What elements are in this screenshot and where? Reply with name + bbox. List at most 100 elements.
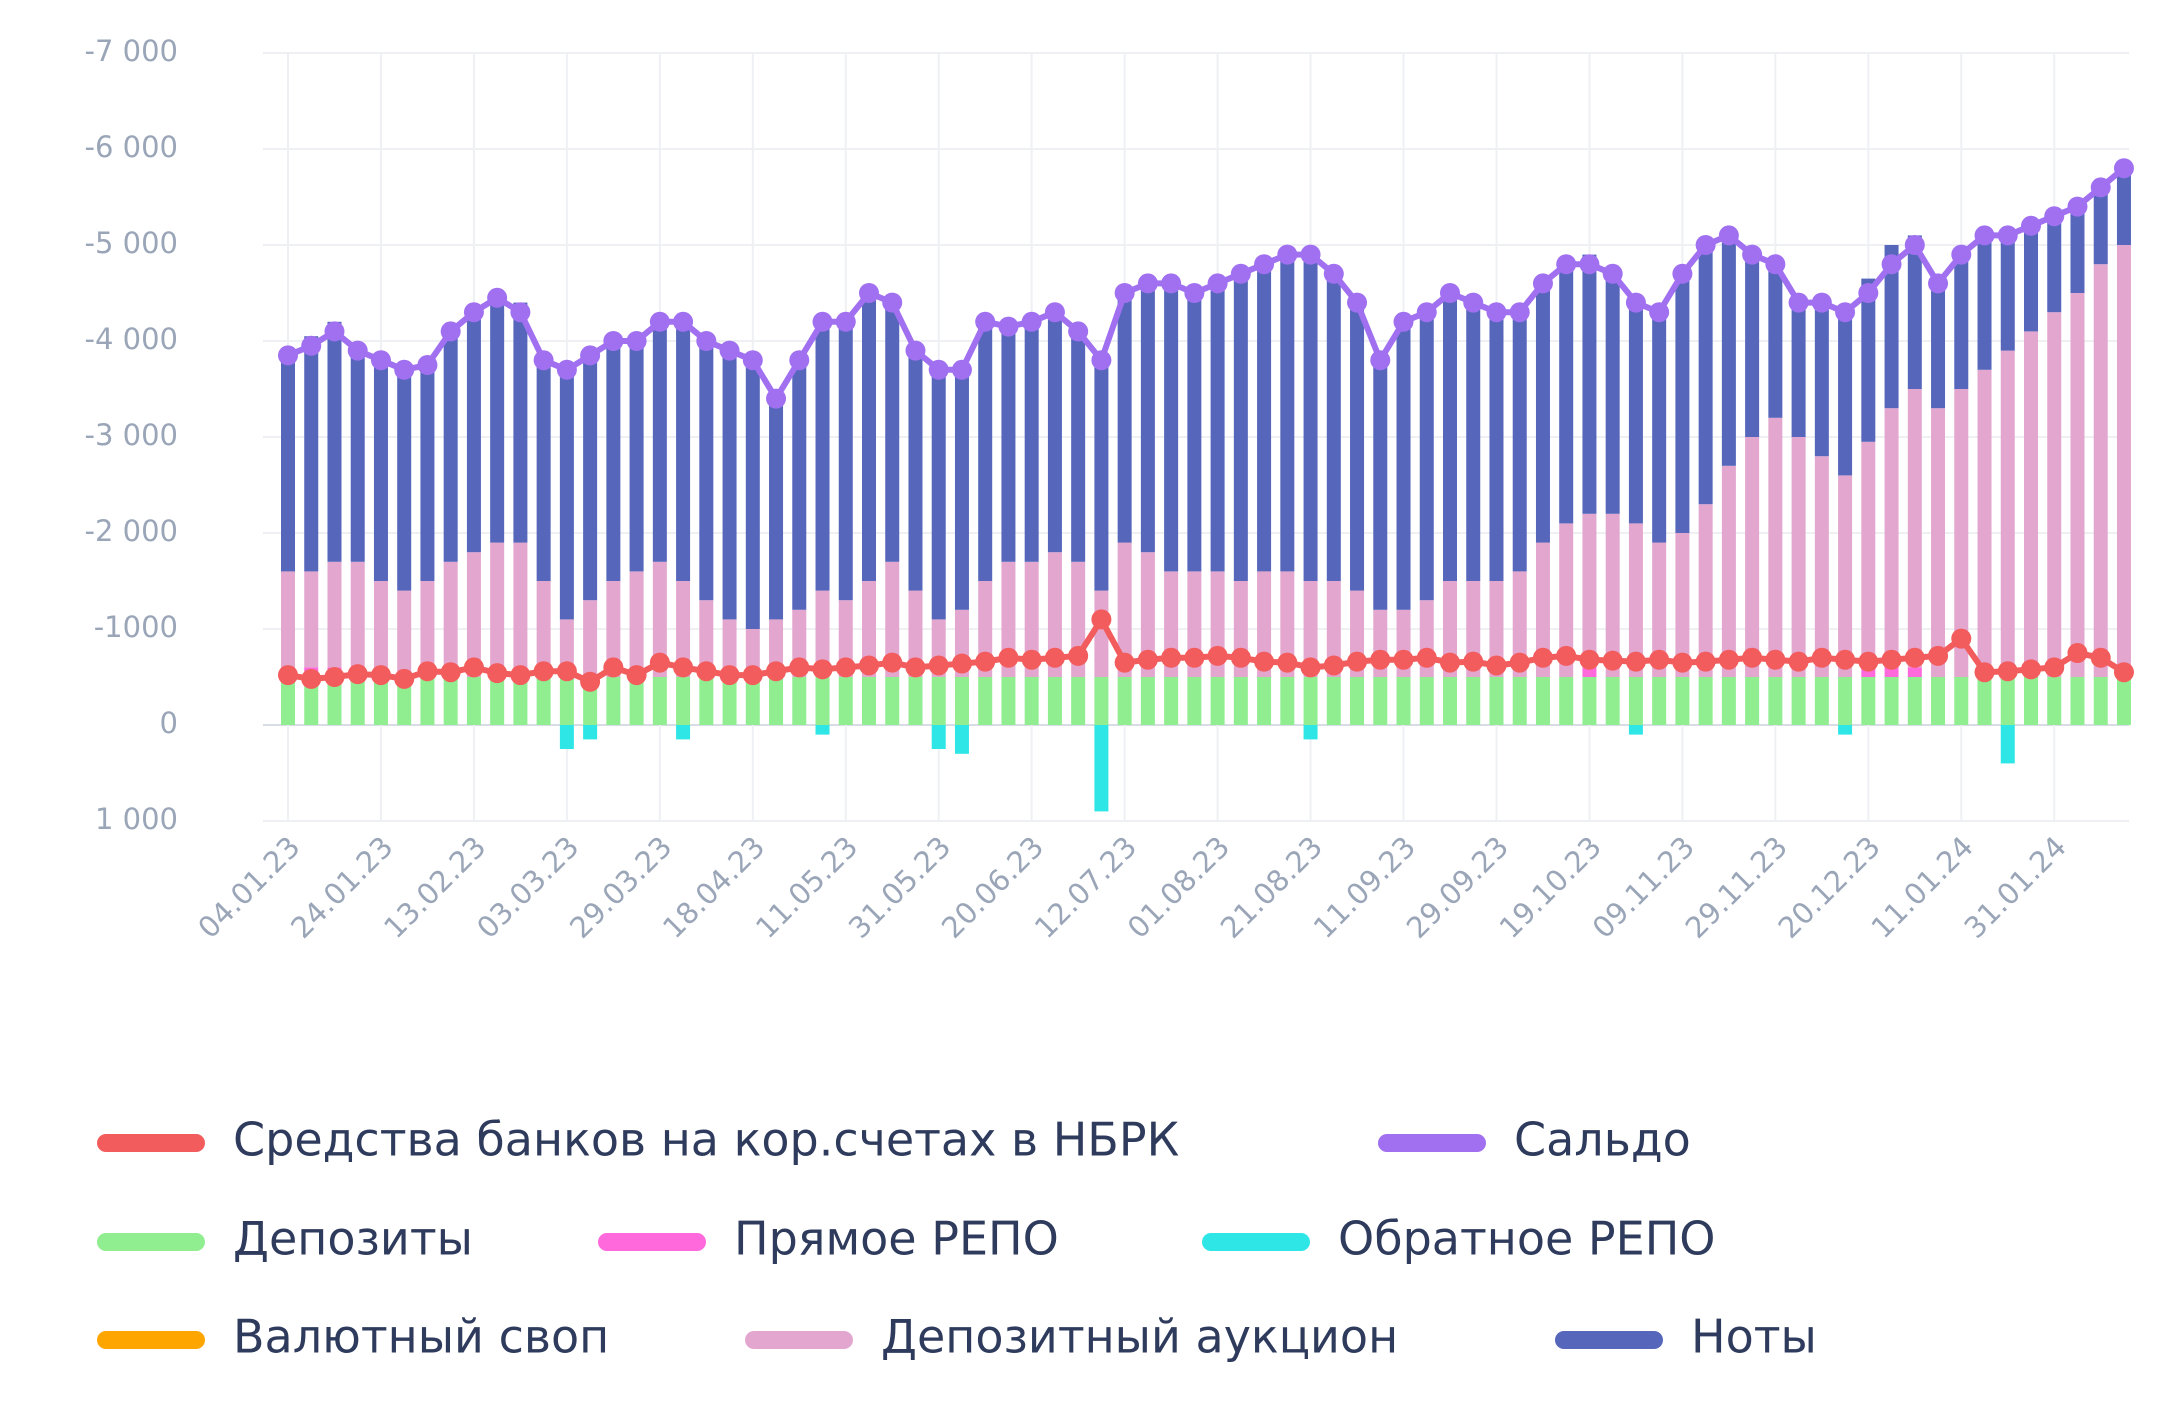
line-marker <box>1997 225 2018 246</box>
bar <box>466 677 481 725</box>
bar <box>1745 677 1760 725</box>
line-marker <box>1277 652 1298 673</box>
line-marker <box>533 661 554 682</box>
legend-label: Депозитный аукцион <box>881 1310 1398 1364</box>
bar <box>327 561 342 668</box>
line-marker <box>626 665 647 686</box>
line-marker <box>1161 647 1182 668</box>
bar <box>815 677 830 725</box>
bar <box>327 677 342 725</box>
line-marker <box>1486 655 1507 676</box>
bar <box>676 677 691 725</box>
line-marker <box>1974 225 1995 246</box>
legend-swatch <box>1202 1233 1310 1251</box>
line-marker <box>1254 254 1275 275</box>
line-marker <box>1207 273 1228 294</box>
bar <box>1628 302 1643 524</box>
line-marker <box>882 652 903 673</box>
bar <box>350 350 365 562</box>
line-marker <box>278 665 298 686</box>
bar <box>397 369 412 591</box>
bar <box>722 677 737 725</box>
bar <box>1582 667 1597 677</box>
bar <box>1977 235 1992 370</box>
line-marker <box>1881 649 1902 670</box>
line-marker <box>278 345 298 366</box>
bar <box>1512 677 1527 725</box>
line-marker <box>1277 244 1298 265</box>
bar <box>1535 542 1550 677</box>
line-marker <box>789 350 810 371</box>
bar <box>1443 677 1457 725</box>
line-marker <box>1300 657 1321 678</box>
line-marker <box>742 350 763 371</box>
line-marker <box>1184 283 1205 303</box>
bar <box>1280 571 1295 677</box>
bar <box>954 369 969 610</box>
line-marker <box>882 292 903 313</box>
line-marker <box>1811 647 1832 668</box>
bar <box>1257 677 1272 725</box>
bar <box>583 355 598 601</box>
bar <box>1628 725 1643 735</box>
bar <box>1698 677 1713 725</box>
bar <box>815 590 830 677</box>
y-tick-label: 0 <box>160 706 178 740</box>
bar <box>2116 168 2131 245</box>
line-marker <box>301 668 322 689</box>
line-marker <box>370 350 391 371</box>
bar <box>443 677 458 725</box>
bar <box>745 677 760 725</box>
bar <box>2047 216 2062 313</box>
bar <box>1094 677 1109 725</box>
bar <box>1396 677 1411 725</box>
line-marker <box>1068 645 1089 666</box>
line-marker <box>1602 263 1623 284</box>
bar <box>1745 254 1760 437</box>
bar <box>2070 293 2085 677</box>
bar <box>1791 302 1806 437</box>
bar <box>1187 677 1202 725</box>
bar <box>1768 677 1783 725</box>
legend-swatch <box>97 1134 205 1152</box>
bar <box>1814 302 1829 457</box>
line-marker <box>1137 273 1158 294</box>
bar <box>373 677 388 725</box>
bar <box>629 677 644 725</box>
line-marker <box>394 668 415 689</box>
line-marker <box>905 340 926 361</box>
line-marker <box>1416 647 1437 668</box>
bar <box>1907 667 1922 677</box>
line-marker <box>2044 206 2065 227</box>
line-marker <box>1695 651 1716 672</box>
bar <box>1559 523 1574 677</box>
bar <box>1884 245 1899 409</box>
line-marker <box>1811 292 1832 313</box>
bar <box>490 297 505 543</box>
line-marker <box>603 657 624 678</box>
line-marker <box>1928 645 1949 666</box>
bar <box>2024 677 2038 725</box>
line-marker <box>1904 235 1925 255</box>
bar <box>954 677 969 725</box>
bar <box>1303 581 1318 677</box>
bar <box>1001 677 1016 725</box>
line-marker <box>417 661 438 682</box>
bar <box>2070 677 2085 725</box>
line-marker <box>1021 649 1042 670</box>
bar <box>1582 254 1597 514</box>
line-marker <box>1904 647 1925 668</box>
bar <box>420 677 435 725</box>
bar <box>1977 369 1992 677</box>
bar <box>1861 441 1876 663</box>
bar <box>652 561 667 677</box>
y-tick-label: -2 000 <box>85 514 179 548</box>
bar <box>1884 408 1899 658</box>
line-marker <box>1463 292 1484 313</box>
line-marker <box>510 665 531 686</box>
line-marker <box>324 321 345 342</box>
line-marker <box>347 340 368 361</box>
bar <box>1187 293 1202 572</box>
bar <box>1489 581 1504 677</box>
